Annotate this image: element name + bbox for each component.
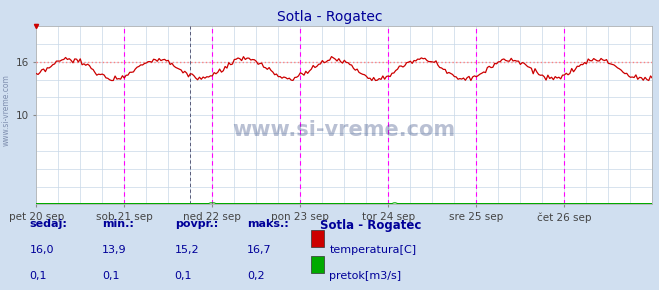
Text: temperatura[C]: temperatura[C] bbox=[330, 245, 416, 255]
Text: sedaj:: sedaj: bbox=[30, 219, 67, 229]
Text: min.:: min.: bbox=[102, 219, 134, 229]
Text: povpr.:: povpr.: bbox=[175, 219, 218, 229]
Text: pretok[m3/s]: pretok[m3/s] bbox=[330, 271, 401, 281]
Text: maks.:: maks.: bbox=[247, 219, 289, 229]
Text: 16,0: 16,0 bbox=[30, 245, 54, 255]
Text: 0,1: 0,1 bbox=[175, 271, 192, 281]
Text: 0,1: 0,1 bbox=[30, 271, 47, 281]
Text: 16,7: 16,7 bbox=[247, 245, 272, 255]
Text: www.si-vreme.com: www.si-vreme.com bbox=[233, 119, 456, 139]
Text: 15,2: 15,2 bbox=[175, 245, 199, 255]
Text: www.si-vreme.com: www.si-vreme.com bbox=[2, 74, 11, 146]
Text: Sotla - Rogatec: Sotla - Rogatec bbox=[320, 219, 421, 232]
Text: 13,9: 13,9 bbox=[102, 245, 127, 255]
Text: 0,2: 0,2 bbox=[247, 271, 265, 281]
Text: Sotla - Rogatec: Sotla - Rogatec bbox=[277, 10, 382, 24]
Text: 0,1: 0,1 bbox=[102, 271, 120, 281]
